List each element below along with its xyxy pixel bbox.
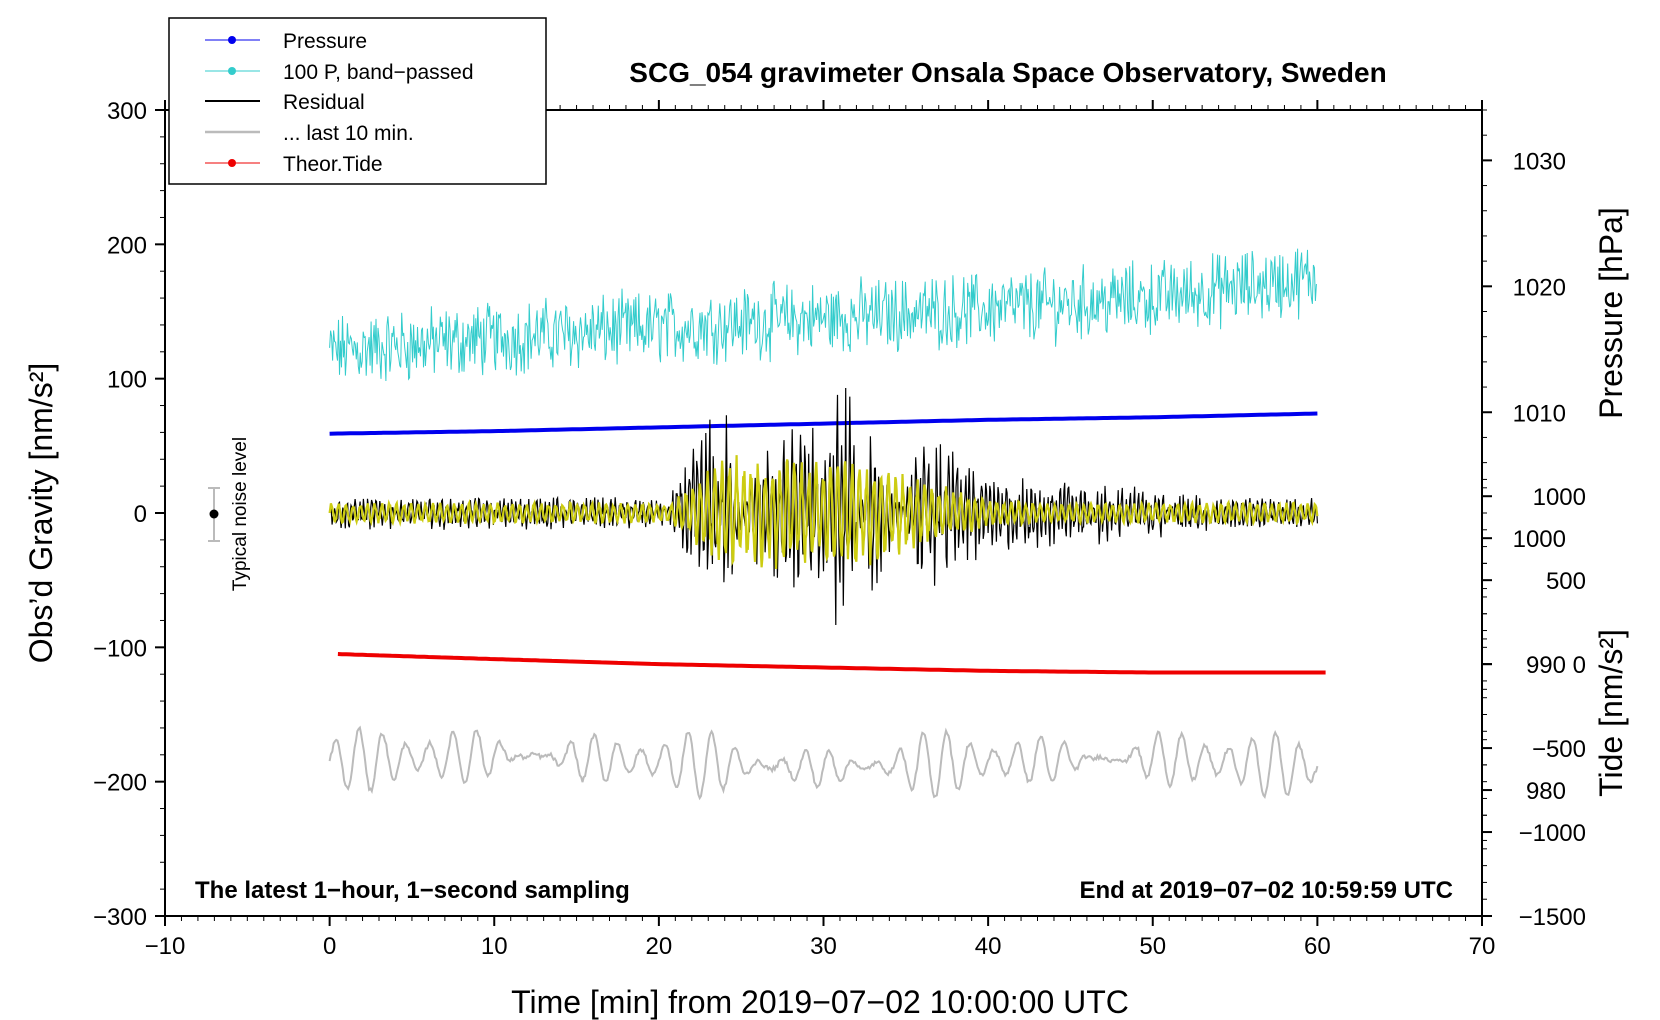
y-tick-label: −200 <box>93 770 147 797</box>
series-last-10-min <box>328 725 1319 801</box>
y-axis-title: Obs’d Gravity [nm/s²] <box>23 363 59 664</box>
y-tick-label: −300 <box>93 904 147 931</box>
x-tick-label: −10 <box>145 933 186 960</box>
x-tick-label: 40 <box>975 933 1002 960</box>
annotation-left: The latest 1−hour, 1−second sampling <box>195 877 630 904</box>
pressure-tick-label: 1030 <box>1513 148 1566 175</box>
pressure-tick-label: 980 <box>1526 778 1566 805</box>
svg-text:100 P, band−passed: 100 P, band−passed <box>283 61 474 84</box>
tide-tick-label: −500 <box>1532 736 1586 763</box>
annotation-right: End at 2019−07−02 10:59:59 UTC <box>1079 877 1453 904</box>
series-residual-filtered <box>328 455 1319 570</box>
series-theor-tide <box>337 652 1326 675</box>
legend-item-band-passed: 100 P, band−passed <box>205 61 474 84</box>
x-tick-label: 10 <box>481 933 508 960</box>
chart-title: SCG_054 gravimeter Onsala Space Observat… <box>629 57 1386 88</box>
series-residual <box>329 387 1318 626</box>
x-tick-label: 50 <box>1139 933 1166 960</box>
pressure-tick-label: 1010 <box>1513 400 1566 427</box>
pressure-axis-title: Pressure [hPa] <box>1593 207 1629 419</box>
legend-item-theor-tide: Theor.Tide <box>205 153 383 176</box>
pressure-tick-label: 1020 <box>1513 274 1566 301</box>
series-pressure <box>329 411 1318 436</box>
svg-text:Theor.Tide: Theor.Tide <box>283 153 383 176</box>
noise-level-label: Typical noise level <box>230 437 251 591</box>
tide-tick-label: 0 <box>1573 652 1586 679</box>
tide-tick-label: −1000 <box>1519 820 1586 847</box>
y-tick-label: −100 <box>93 635 147 662</box>
x-tick-label: 70 <box>1469 933 1496 960</box>
x-tick-label: 0 <box>323 933 336 960</box>
y-tick-label: 100 <box>107 367 147 394</box>
x-tick-label: 30 <box>810 933 837 960</box>
y-tick-label: 0 <box>134 501 147 528</box>
tide-tick-label: 1000 <box>1533 484 1586 511</box>
noise-level-indicator <box>208 487 220 542</box>
tide-axis-title: Tide [nm/s²] <box>1593 629 1629 797</box>
tide-tick-label: 500 <box>1546 568 1586 595</box>
legend-item-last-10-min: ... last 10 min. <box>205 122 414 145</box>
legend-item-residual: Residual <box>205 91 365 114</box>
legend-item-pressure: Pressure <box>205 30 367 53</box>
y-tick-label: 300 <box>107 98 147 125</box>
y-tick-label: 200 <box>107 232 147 259</box>
series-100-p-band-passed <box>329 248 1317 382</box>
pressure-tick-label: 990 <box>1526 652 1566 679</box>
svg-text:Residual: Residual <box>283 91 365 114</box>
svg-text:Pressure: Pressure <box>283 30 367 53</box>
x-tick-label: 60 <box>1304 933 1331 960</box>
svg-text:... last 10 min.: ... last 10 min. <box>283 122 414 145</box>
pressure-tick-label: 1000 <box>1513 526 1566 553</box>
legend: Pressure 100 P, band−passed Residual ...… <box>168 17 547 185</box>
x-tick-label: 20 <box>646 933 673 960</box>
tide-tick-label: −1500 <box>1519 904 1586 931</box>
x-axis-title: Time [min] from 2019−07−02 10:00:00 UTC <box>511 984 1129 1020</box>
